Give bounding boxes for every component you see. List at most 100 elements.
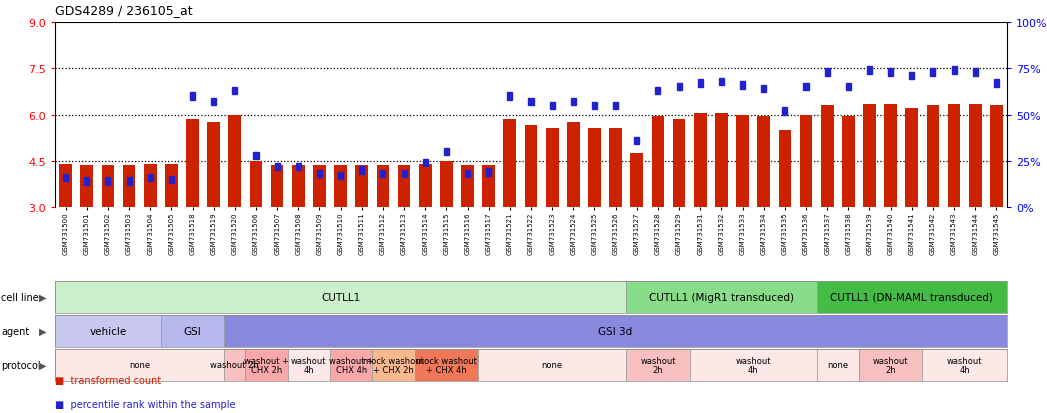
Bar <box>55 281 626 313</box>
Bar <box>253 152 259 159</box>
Text: CUTLL1 (DN-MAML transduced): CUTLL1 (DN-MAML transduced) <box>830 292 994 302</box>
Bar <box>55 349 224 381</box>
Bar <box>271 166 284 207</box>
Text: washout +
CHX 2h: washout + CHX 2h <box>244 356 289 375</box>
Bar <box>931 69 935 76</box>
Bar <box>694 114 707 207</box>
Text: washout
4h: washout 4h <box>735 356 771 375</box>
Text: ■  percentile rank within the sample: ■ percentile rank within the sample <box>55 399 236 409</box>
Bar <box>440 161 452 207</box>
Bar <box>465 171 470 178</box>
Bar <box>398 166 410 207</box>
Text: CUTLL1: CUTLL1 <box>321 292 360 302</box>
Text: washout +
CHX 4h: washout + CHX 4h <box>329 356 374 375</box>
Bar <box>380 171 385 178</box>
Bar <box>81 166 93 207</box>
Text: cell line: cell line <box>1 292 39 302</box>
Bar <box>952 67 957 75</box>
Bar <box>84 178 89 185</box>
Bar <box>486 169 491 176</box>
Bar <box>817 349 859 381</box>
Bar <box>761 85 766 93</box>
Bar <box>626 349 690 381</box>
Text: GSI 3d: GSI 3d <box>599 326 632 336</box>
Bar <box>800 115 812 207</box>
Bar <box>245 349 288 381</box>
Bar <box>927 106 939 207</box>
Text: none: none <box>129 361 150 370</box>
Text: mock washout
+ CHX 2h: mock washout + CHX 2h <box>363 356 424 375</box>
Bar <box>673 120 686 207</box>
Bar <box>859 349 922 381</box>
Bar <box>102 166 114 207</box>
Bar <box>779 131 792 207</box>
Text: washout
2h: washout 2h <box>873 356 909 375</box>
Bar <box>803 84 808 91</box>
Bar <box>609 129 622 207</box>
Bar <box>757 117 770 207</box>
Text: protocol: protocol <box>1 360 41 370</box>
Bar <box>292 166 305 207</box>
Bar <box>461 166 474 207</box>
Bar <box>990 106 1003 207</box>
Bar <box>377 166 389 207</box>
Bar <box>148 174 153 182</box>
Text: GDS4289 / 236105_at: GDS4289 / 236105_at <box>55 4 193 17</box>
Bar <box>295 163 300 171</box>
Bar <box>588 129 601 207</box>
Bar <box>373 349 415 381</box>
Bar <box>359 167 364 174</box>
Bar <box>906 109 918 207</box>
Bar <box>508 93 512 100</box>
Text: washout
2h: washout 2h <box>640 356 675 375</box>
Bar <box>817 281 1007 313</box>
Bar <box>402 171 406 178</box>
Text: CUTLL1 (MigR1 transduced): CUTLL1 (MigR1 transduced) <box>649 292 794 302</box>
Bar <box>550 102 555 110</box>
Bar <box>207 123 220 207</box>
Text: GSI: GSI <box>183 326 201 336</box>
Text: agent: agent <box>1 326 29 336</box>
Bar <box>60 164 72 207</box>
Text: washout
4h: washout 4h <box>946 356 982 375</box>
Text: ■  transformed count: ■ transformed count <box>55 375 161 385</box>
Bar <box>697 80 703 88</box>
Bar <box>483 166 495 207</box>
Bar <box>885 104 897 207</box>
Bar <box>228 115 241 207</box>
Bar <box>55 315 161 347</box>
Bar <box>106 178 110 185</box>
Text: mock washout
+ CHX 4h: mock washout + CHX 4h <box>416 356 476 375</box>
Bar <box>313 166 326 207</box>
Bar <box>504 120 516 207</box>
Bar <box>842 117 854 207</box>
Bar <box>545 129 558 207</box>
Bar <box>973 69 978 76</box>
Bar <box>186 120 199 207</box>
Bar <box>224 349 245 381</box>
Bar <box>825 69 829 76</box>
Bar <box>444 148 449 156</box>
Bar <box>626 281 817 313</box>
Bar <box>211 99 216 106</box>
Bar <box>122 166 135 207</box>
Bar <box>655 88 661 95</box>
Bar <box>867 67 872 75</box>
Bar <box>630 154 643 207</box>
Bar <box>525 126 537 207</box>
Bar <box>334 166 347 207</box>
Bar <box>863 104 876 207</box>
Bar <box>888 69 893 76</box>
Bar <box>169 176 174 183</box>
Bar <box>994 80 999 88</box>
Bar <box>478 349 626 381</box>
Bar <box>948 104 960 207</box>
Text: washout
4h: washout 4h <box>291 356 327 375</box>
Bar <box>634 138 640 145</box>
Bar <box>715 114 728 207</box>
Bar <box>651 117 664 207</box>
Text: ▶: ▶ <box>39 326 47 336</box>
Bar <box>317 171 322 178</box>
Bar <box>719 78 723 85</box>
Bar <box>415 349 478 381</box>
